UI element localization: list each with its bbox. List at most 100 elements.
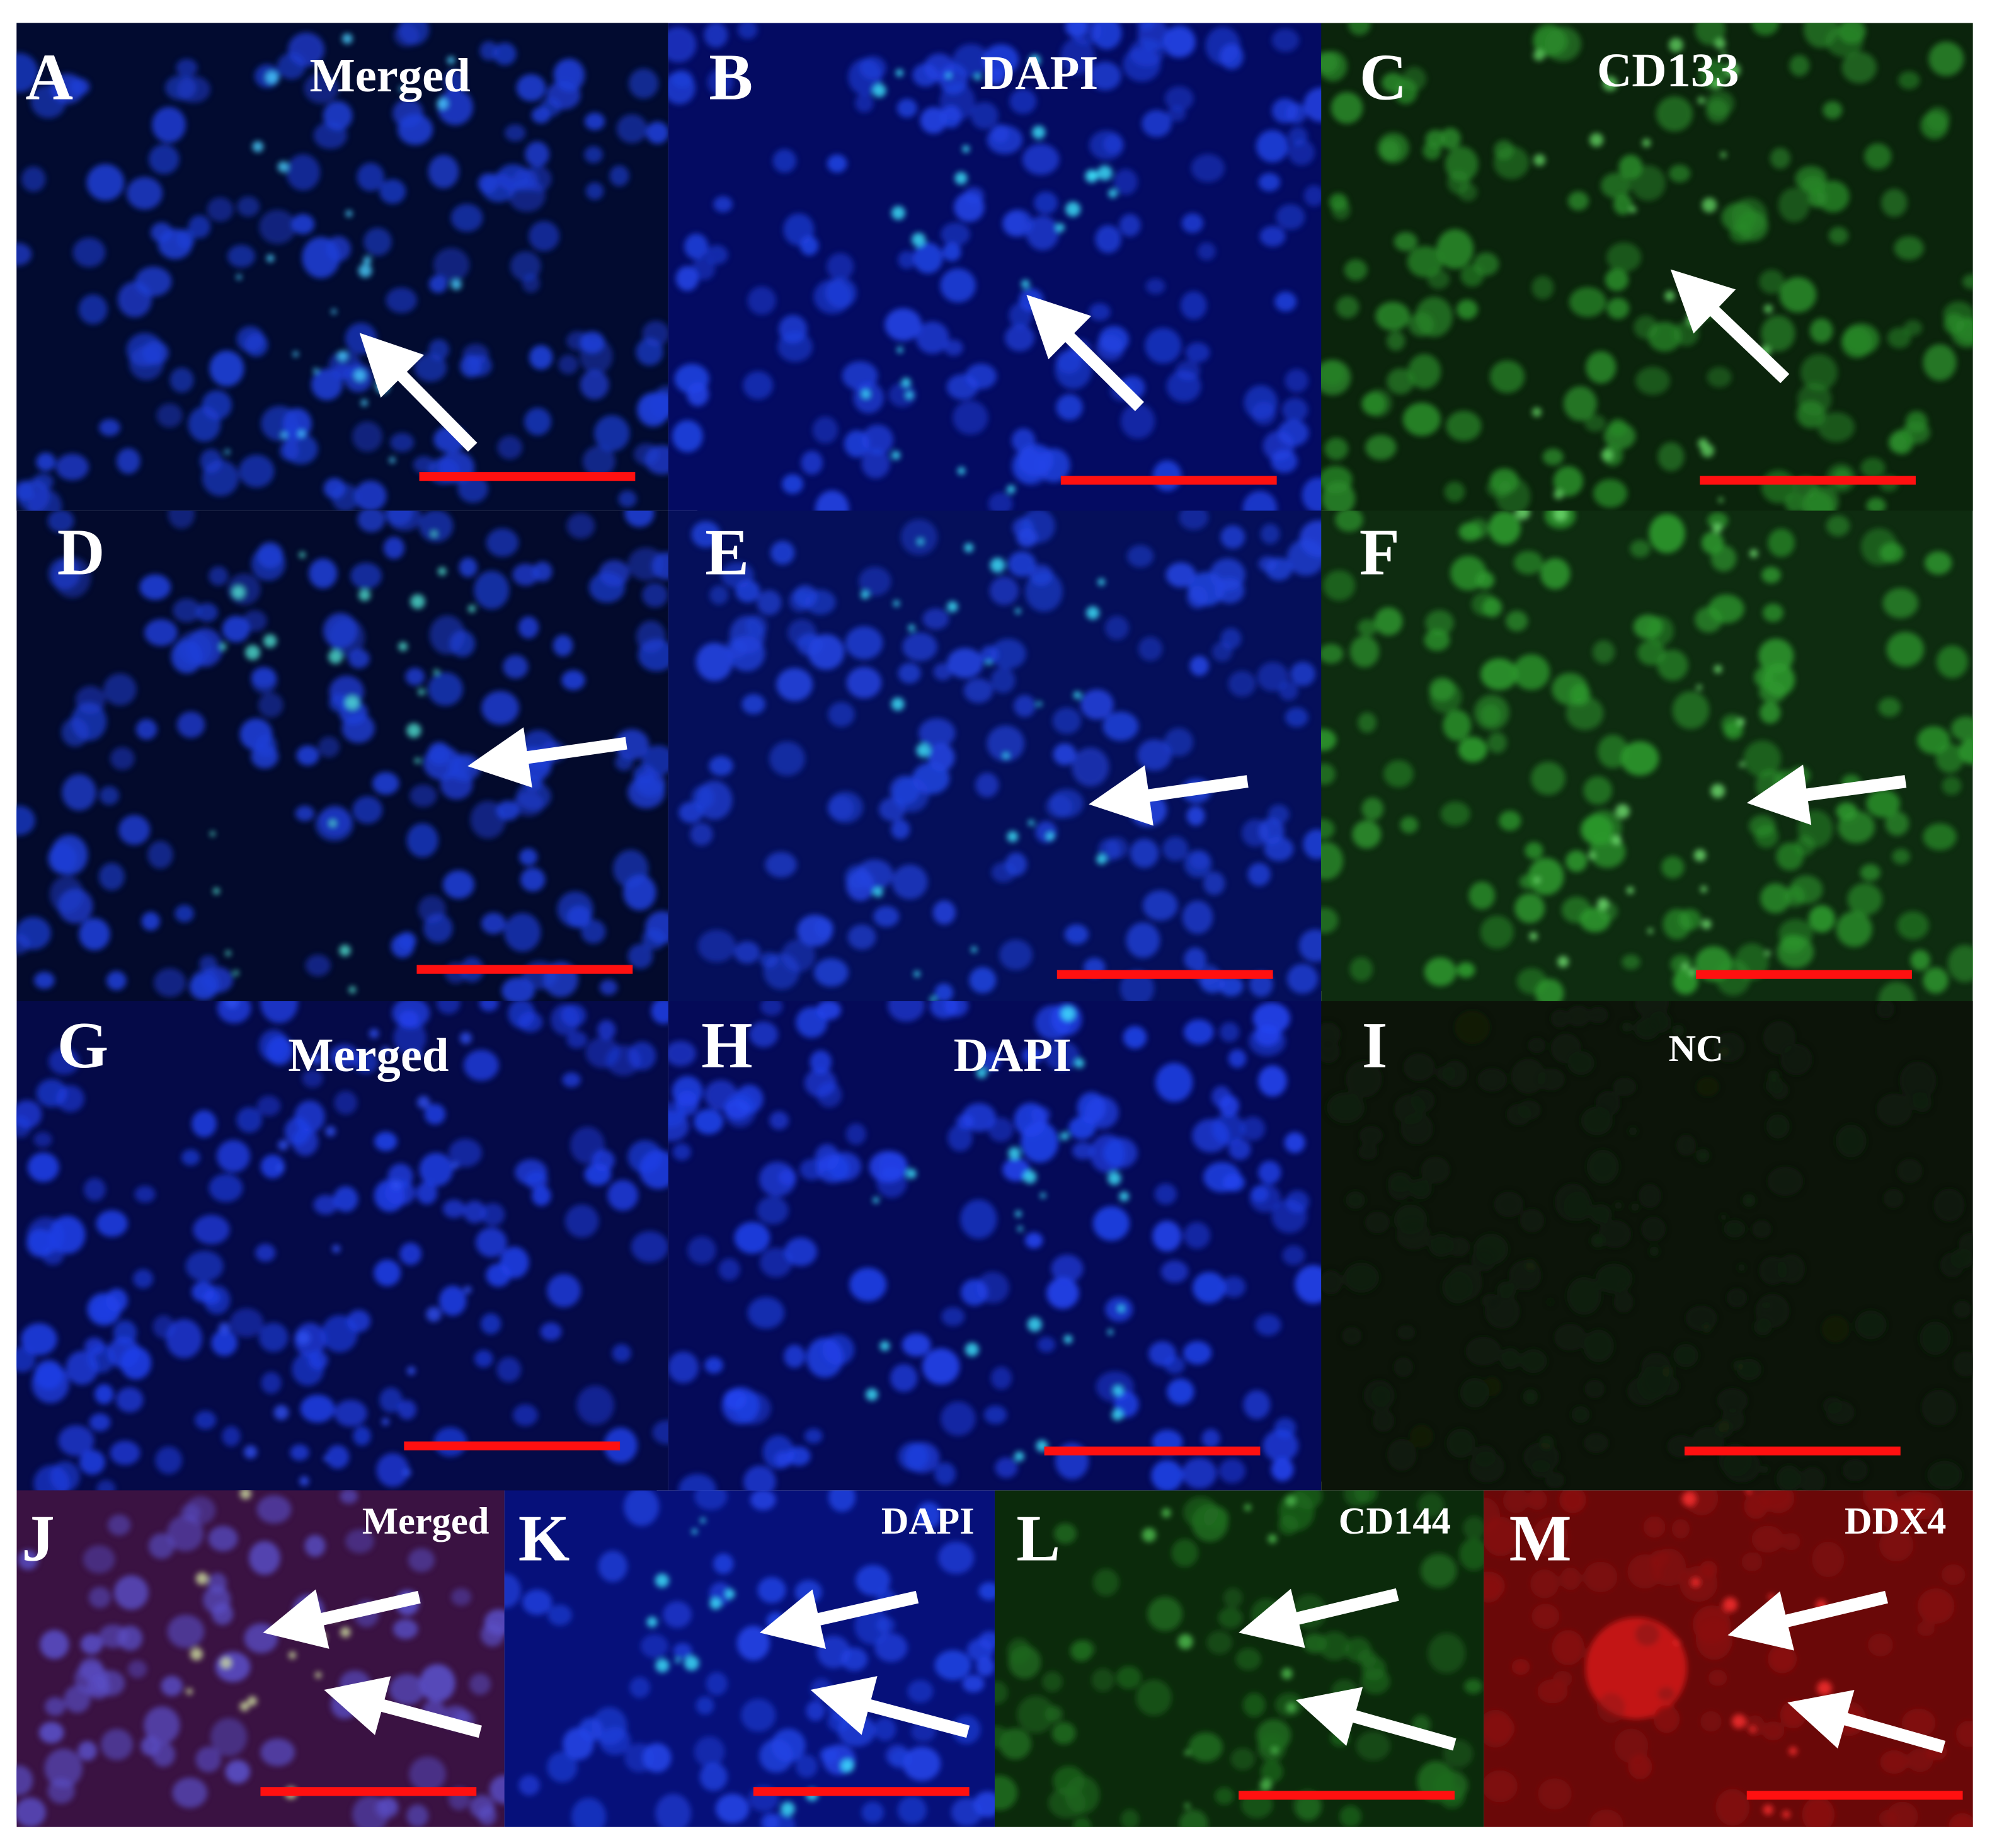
cell	[1514, 551, 1543, 575]
spot	[414, 757, 421, 764]
cell	[1331, 92, 1363, 124]
cell	[776, 668, 813, 701]
cell	[1228, 670, 1256, 697]
cell	[1441, 1060, 1468, 1088]
cell	[1321, 842, 1344, 880]
spot	[971, 946, 977, 953]
cell	[639, 1149, 668, 1190]
cell	[1925, 551, 1952, 575]
spot	[1602, 76, 1618, 91]
cell	[1962, 274, 1973, 289]
cell	[33, 1132, 52, 1148]
spot	[289, 1651, 296, 1659]
cells	[16, 1001, 668, 1491]
spot	[1533, 49, 1545, 61]
spot	[213, 887, 220, 895]
cell	[1240, 1116, 1266, 1141]
cell	[1526, 1490, 1547, 1510]
cell	[1700, 1711, 1722, 1732]
cell	[1284, 1132, 1305, 1154]
cell	[451, 1588, 472, 1606]
cell	[1559, 1490, 1586, 1513]
cell	[1222, 1276, 1246, 1298]
cell	[1321, 643, 1344, 664]
spot	[1554, 510, 1567, 522]
cell	[354, 480, 387, 511]
cell	[1657, 1686, 1676, 1702]
cell	[1836, 911, 1872, 948]
spot	[1649, 1246, 1659, 1256]
cell	[94, 1384, 114, 1404]
cell	[1348, 23, 1371, 35]
cell	[1484, 1770, 1518, 1803]
cell	[1768, 528, 1795, 557]
cell	[173, 598, 201, 623]
panel: K DAPI	[504, 1490, 995, 1827]
cell	[1099, 326, 1129, 353]
cell	[1724, 1220, 1746, 1238]
spot	[1702, 1323, 1712, 1333]
cell	[760, 1001, 783, 1016]
cell	[389, 1673, 425, 1705]
cell	[1138, 636, 1163, 662]
cell	[1571, 1406, 1590, 1423]
cell	[1321, 907, 1339, 934]
cell	[898, 251, 916, 269]
cell	[1506, 1103, 1532, 1126]
cell	[987, 725, 1025, 762]
cell	[1552, 672, 1588, 705]
cell	[585, 182, 604, 200]
cell	[951, 1798, 983, 1827]
cell	[1708, 1669, 1727, 1687]
scale-bar	[419, 472, 636, 481]
cell	[1218, 1607, 1243, 1629]
spot	[1737, 1264, 1746, 1271]
cell	[1345, 1191, 1366, 1209]
cell	[1060, 37, 1095, 75]
spot	[1720, 1214, 1727, 1220]
cell	[1361, 1656, 1387, 1680]
cell	[1663, 909, 1691, 940]
cell	[1383, 760, 1414, 788]
cell	[1244, 385, 1278, 420]
cell	[532, 1185, 551, 1206]
cell	[398, 113, 433, 146]
cell	[78, 294, 108, 324]
cell	[50, 73, 84, 104]
cell	[1707, 512, 1729, 530]
cell	[1880, 1750, 1909, 1774]
cell	[376, 1453, 409, 1488]
cell	[251, 668, 278, 694]
cell	[1377, 132, 1409, 163]
cell	[1890, 429, 1914, 454]
cell	[1628, 1754, 1652, 1780]
spot	[1006, 485, 1016, 494]
cell	[1843, 323, 1880, 355]
cell	[891, 819, 910, 839]
cell	[1185, 342, 1210, 363]
cell	[1424, 629, 1450, 651]
cell	[379, 179, 406, 204]
cell	[295, 805, 314, 822]
cell	[1424, 957, 1457, 987]
cell	[869, 1151, 907, 1183]
cell	[437, 89, 473, 125]
cell	[437, 1001, 461, 1014]
cell	[486, 1263, 511, 1287]
cell	[309, 558, 338, 588]
cell	[540, 1322, 562, 1341]
spot	[398, 641, 408, 651]
cell	[736, 1626, 770, 1661]
cell	[333, 1186, 358, 1212]
cell	[79, 1657, 103, 1681]
cell	[166, 1319, 203, 1358]
cell	[962, 1103, 996, 1132]
cell	[1763, 603, 1783, 623]
cell	[478, 173, 498, 194]
cell	[547, 1273, 581, 1307]
cell	[645, 910, 668, 944]
cell	[428, 742, 451, 766]
cell	[1583, 1329, 1615, 1363]
cell	[348, 649, 370, 669]
panel-label: CD144	[1339, 1500, 1451, 1542]
